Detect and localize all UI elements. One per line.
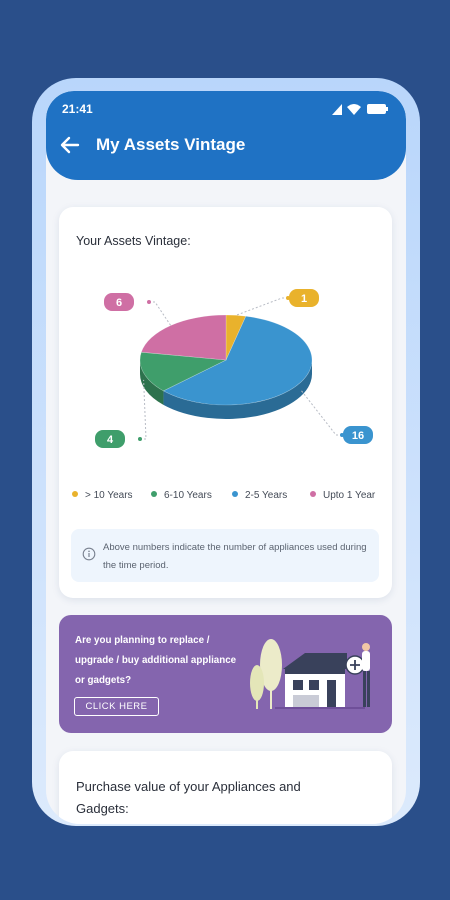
card-title: Your Assets Vintage:	[76, 234, 191, 248]
chart-legend: > 10 Years 6-10 Years 2-5 Years Upto 1 Year	[69, 490, 389, 506]
page-title: My Assets Vintage	[96, 135, 246, 154]
value-label: 4	[107, 434, 114, 446]
wifi-icon	[347, 104, 361, 115]
battery-icon	[367, 104, 388, 114]
leader-dot	[147, 300, 151, 304]
legend-dot	[310, 491, 316, 497]
app-bar: 21:41 My Assets Vintage	[46, 91, 406, 180]
value-badge	[95, 430, 125, 448]
purchase-title: Purchase value of your Appliances and Ga…	[76, 779, 301, 816]
app-screen: 21:41 My Assets Vintage Your Asse	[46, 91, 406, 824]
leader-line	[300, 389, 342, 436]
legend-label: 6-10 Years	[164, 490, 212, 501]
value-label: 6	[116, 297, 122, 309]
legend-dot	[232, 491, 238, 497]
legend-item: Upto 1 Year	[310, 490, 375, 501]
signal-icon	[332, 104, 342, 115]
value-badge	[343, 426, 373, 444]
legend-label: > 10 Years	[85, 490, 133, 501]
legend-item: 6-10 Years	[151, 490, 212, 501]
info-icon	[82, 547, 96, 561]
vintage-pie-chart: 1 16 4 6	[95, 289, 373, 448]
info-note: Above numbers indicate the number of app…	[71, 529, 379, 582]
leader-line	[235, 297, 288, 316]
status-icons	[332, 104, 388, 115]
click-here-button[interactable]: CLICK HERE	[74, 697, 159, 716]
promo-text: Are you planning to replace / upgrade / …	[75, 635, 237, 686]
legend-label: Upto 1 Year	[323, 490, 376, 501]
assets-vintage-card: Your Assets Vintage: 1 16 4 6 > 10 Years 6-1…	[59, 207, 392, 598]
title-row: My Assets Vintage	[58, 133, 394, 157]
leader-dot	[138, 437, 142, 441]
pie-side-2-5-years	[163, 360, 312, 419]
purchase-value-card: Purchase value of your Appliances and Ga…	[59, 751, 392, 824]
status-bar: 21:41	[62, 102, 390, 118]
leader-line	[149, 301, 172, 326]
arrow-left-icon[interactable]	[58, 133, 82, 157]
legend-label: 2-5 Years	[245, 490, 288, 501]
house-illustration	[250, 639, 370, 709]
pie-slice--10-years	[225, 314, 247, 361]
value-label: 16	[352, 430, 364, 442]
value-badge	[289, 289, 319, 307]
pie-side-6-10-years	[140, 360, 164, 405]
pie-slice-6-10-years	[139, 351, 228, 392]
legend-item: > 10 Years	[72, 490, 133, 501]
legend-item: 2-5 Years	[232, 490, 287, 501]
promo-banner[interactable]: Are you planning to replace / upgrade / …	[59, 615, 392, 733]
pie-slice-upto-1-year	[140, 314, 227, 361]
pie-slice-2-5-years	[162, 315, 313, 406]
status-time: 21:41	[62, 102, 93, 116]
info-text: Above numbers indicate the number of app…	[103, 542, 367, 571]
legend-dot	[151, 491, 157, 497]
value-label: 1	[301, 293, 307, 305]
value-badge	[104, 293, 134, 311]
legend-dot	[72, 491, 78, 497]
